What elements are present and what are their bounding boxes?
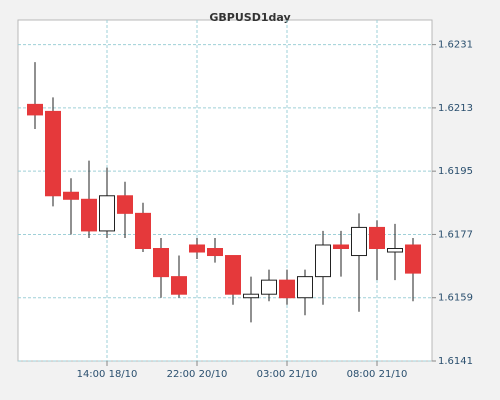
candle-body: [189, 244, 205, 253]
candle-body: [333, 244, 349, 250]
candle-body: [279, 279, 295, 299]
y-tick-label: 1.6213: [438, 103, 473, 114]
candle-body: [405, 244, 421, 274]
y-tick-label: 1.6141: [438, 356, 473, 367]
candle-body: [351, 226, 367, 257]
candle-body: [315, 244, 331, 278]
candle-body: [63, 191, 79, 200]
x-tick-label: 14:00 18/10: [77, 369, 138, 380]
x-tick-label: 22:00 20/10: [167, 369, 228, 380]
candle-body: [81, 198, 97, 232]
y-tick-label: 1.6177: [438, 229, 473, 240]
x-tick-label: 08:00 21/10: [347, 369, 408, 380]
plot-area: [17, 19, 433, 362]
candle-body: [45, 110, 61, 197]
candle-body: [117, 195, 133, 214]
candle-body: [225, 255, 241, 295]
candle-body: [171, 276, 187, 295]
candle-body: [99, 195, 115, 232]
candle-body: [27, 103, 43, 116]
y-tick-label: 1.6231: [438, 40, 473, 51]
candle-body: [243, 293, 259, 299]
y-tick-label: 1.6159: [438, 293, 473, 304]
candle-body: [135, 212, 151, 250]
candle-body: [297, 276, 313, 299]
y-tick-label: 1.6195: [438, 166, 473, 177]
candle-body: [387, 248, 403, 253]
candle-body: [207, 248, 223, 257]
candle-body: [153, 248, 169, 278]
x-tick-label: 03:00 21/10: [257, 369, 318, 380]
candle-body: [369, 226, 385, 250]
chart-title: GBPUSD1day: [209, 11, 290, 24]
candle-body: [261, 279, 277, 295]
